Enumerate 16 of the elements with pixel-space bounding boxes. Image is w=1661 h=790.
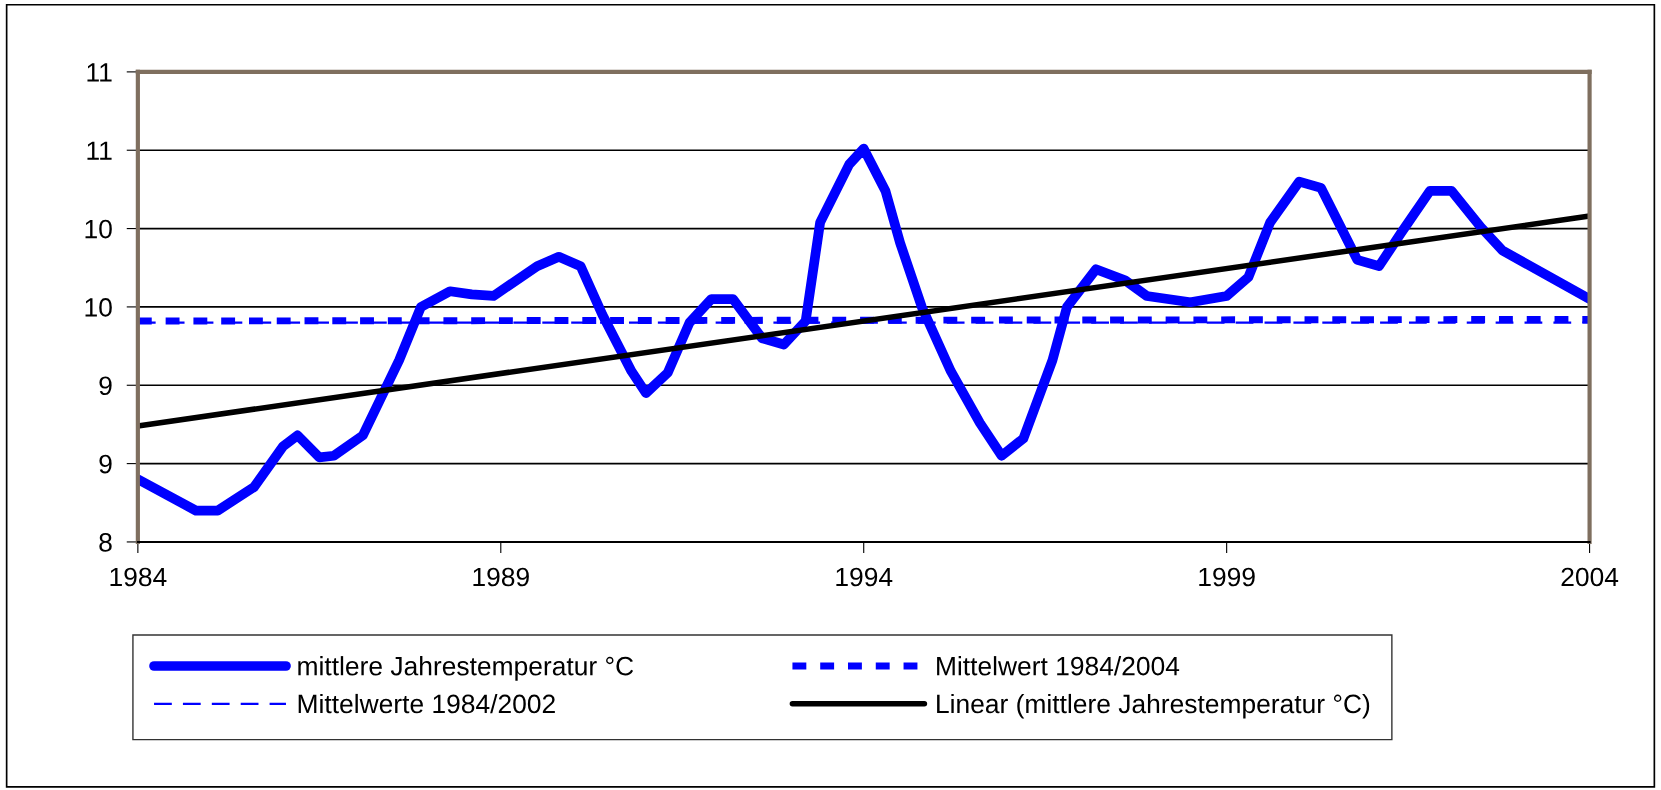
x-tick-label: 1989: [473, 567, 529, 587]
y-tick-label: 9: [99, 454, 112, 474]
y-tick-label: 8: [99, 533, 112, 552]
y-tick-label: 9: [99, 376, 112, 396]
y-tick-label: 10: [85, 298, 112, 317]
x-tick-label: 1999: [1199, 567, 1255, 587]
legend-label: Mittelwerte 1984/2002: [298, 693, 555, 714]
x-tick-label: 1984: [110, 567, 167, 587]
x-tick-label: 1994: [836, 567, 893, 587]
y-tick-label: 11: [87, 63, 112, 82]
legend-label: Linear (mittlere Jahrestemperatur °C): [937, 693, 1370, 719]
y-tick-label: 11: [87, 141, 112, 160]
y-tick-label: 10: [85, 219, 112, 239]
x-tick-label: 2004: [1561, 567, 1619, 587]
legend-label: mittlere Jahrestemperatur °C: [298, 656, 634, 681]
legend-label: Mittelwert 1984/2004: [937, 656, 1180, 676]
